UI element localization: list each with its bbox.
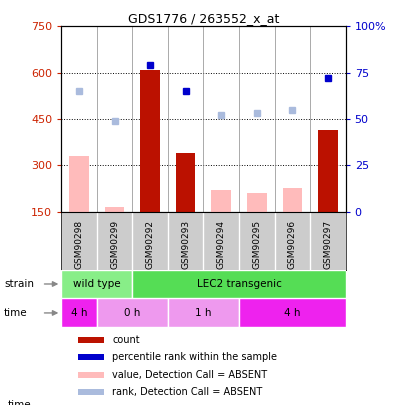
Text: 4 h: 4 h <box>71 308 87 318</box>
Text: GSM90295: GSM90295 <box>252 220 261 269</box>
Bar <box>140 70 160 211</box>
Text: GSM90294: GSM90294 <box>217 220 226 269</box>
Text: value, Detection Call = ABSENT: value, Detection Call = ABSENT <box>113 370 267 379</box>
Text: GSM90297: GSM90297 <box>324 220 332 269</box>
Text: 4 h: 4 h <box>284 308 301 318</box>
Text: GSM90292: GSM90292 <box>146 220 154 269</box>
Bar <box>239 298 346 327</box>
Bar <box>105 207 124 211</box>
Text: time: time <box>8 400 32 405</box>
Bar <box>61 269 132 298</box>
Bar <box>97 298 168 327</box>
Text: 1 h: 1 h <box>195 308 212 318</box>
Text: GSM90298: GSM90298 <box>75 220 83 269</box>
Text: percentile rank within the sample: percentile rank within the sample <box>113 352 277 362</box>
Text: GSM90299: GSM90299 <box>110 220 119 269</box>
Bar <box>78 354 104 360</box>
Text: GSM90293: GSM90293 <box>181 220 190 269</box>
Text: count: count <box>113 335 140 345</box>
Bar <box>176 153 196 211</box>
Bar <box>78 371 104 378</box>
Text: strain: strain <box>4 279 34 289</box>
Bar <box>132 269 346 298</box>
Bar <box>78 337 104 343</box>
Bar <box>69 156 89 211</box>
Text: 0 h: 0 h <box>124 308 141 318</box>
Text: GSM90296: GSM90296 <box>288 220 297 269</box>
Bar <box>78 389 104 395</box>
Title: GDS1776 / 263552_x_at: GDS1776 / 263552_x_at <box>128 12 279 25</box>
Bar <box>247 193 267 211</box>
Bar <box>168 298 239 327</box>
Bar <box>282 188 302 211</box>
Text: wild type: wild type <box>73 279 120 289</box>
Bar <box>211 190 231 211</box>
Text: rank, Detection Call = ABSENT: rank, Detection Call = ABSENT <box>113 387 263 397</box>
Text: time: time <box>4 308 28 318</box>
Bar <box>318 130 338 211</box>
Text: LEC2 transgenic: LEC2 transgenic <box>197 279 281 289</box>
Bar <box>61 298 97 327</box>
